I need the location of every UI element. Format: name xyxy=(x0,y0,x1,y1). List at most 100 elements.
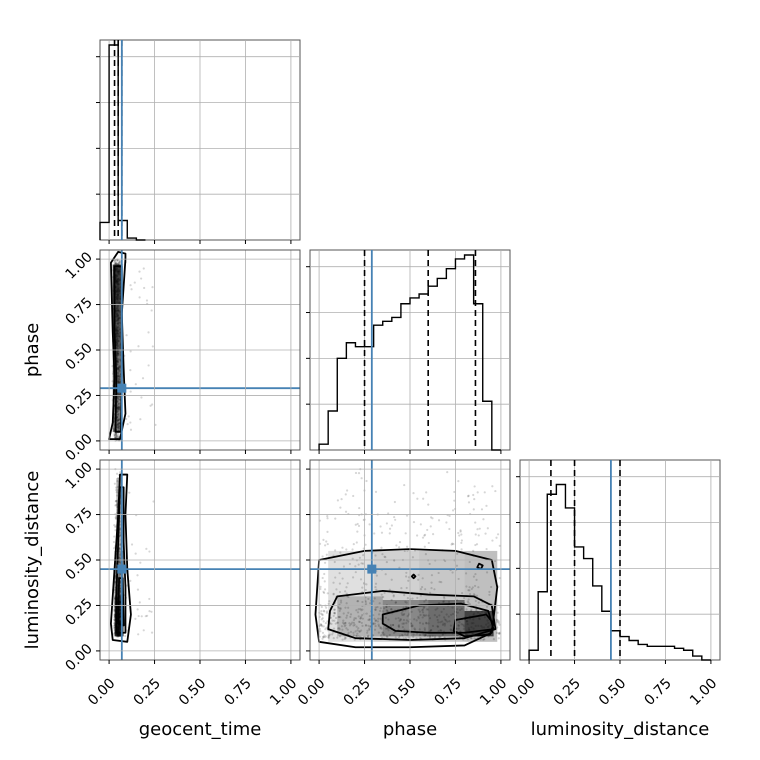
panel-phase-vs-geocent-time-sample-626 xyxy=(117,339,120,342)
panel-luminosity-distance-vs-phase-sample-170 xyxy=(357,627,360,630)
panel-luminosity-distance-vs-phase-sample-705 xyxy=(352,621,356,624)
panel-luminosity-distance-vs-phase-sample-714 xyxy=(355,634,358,637)
panel-luminosity-distance-vs-phase-sample-154 xyxy=(442,622,445,625)
panel-phase-vs-geocent-time-sample-197 xyxy=(117,316,120,319)
panel-phase-vs-geocent-time-sample-773 xyxy=(116,424,119,427)
panel-luminosity-distance-vs-phase-sample-191 xyxy=(443,597,446,600)
panel-phase-vs-geocent-time-sample-769 xyxy=(118,292,122,295)
panel-phase-vs-geocent-time-sample-232 xyxy=(118,418,121,422)
panel-luminosity-distance-vs-phase-sample-445 xyxy=(434,608,437,611)
panel-phase-vs-geocent-time-sample-370 xyxy=(115,279,119,282)
panel-luminosity-distance-vs-phase-sample-635 xyxy=(440,581,443,584)
panel-phase-vs-geocent-time-sample-416 xyxy=(117,410,120,413)
panel-phase-vs-geocent-time-sample-600 xyxy=(117,426,120,430)
panel-luminosity-distance-vs-phase-sample-838 xyxy=(358,506,361,510)
panel-luminosity-distance-vs-phase-sample-127 xyxy=(444,619,448,622)
panel-phase-vs-geocent-time-sample-791 xyxy=(117,352,120,355)
panel-luminosity-distance-vs-phase-sample-484 xyxy=(401,622,404,625)
panel-phase-vs-geocent-time-sample-41 xyxy=(116,294,120,297)
panel-luminosity-distance-vs-geocent-time-sample-378 xyxy=(113,616,116,619)
panel-luminosity-distance-vs-phase-sample-870 xyxy=(332,614,335,617)
panel-luminosity-distance-vs-phase-sample-80 xyxy=(486,527,489,530)
panel-luminosity-distance-vs-phase-sample-840 xyxy=(405,571,408,574)
panel-luminosity-distance-vs-phase-sample-582 xyxy=(479,612,482,616)
panel-luminosity-distance-vs-phase-sample-353 xyxy=(360,562,363,565)
panel-phase-vs-geocent-time-sample-238 xyxy=(117,270,120,273)
panel-phase-vs-geocent-time-sample-122 xyxy=(115,432,118,436)
panel-luminosity-distance-vs-phase-sample-896 xyxy=(351,557,354,560)
panel-luminosity-distance-vs-phase-sample-691 xyxy=(401,613,404,617)
panel-luminosity-distance-vs-phase-sample-158 xyxy=(489,623,492,627)
panel-luminosity-distance-vs-phase-sample-175 xyxy=(344,510,348,513)
panel-luminosity-distance-vs-phase-sample-699 xyxy=(339,506,342,509)
panel-phase-vs-geocent-time-sample-18 xyxy=(117,315,120,318)
panel-phase-vs-geocent-time-sample-577 xyxy=(116,279,119,282)
panel-phase-vs-geocent-time-sample-601 xyxy=(117,358,120,361)
panel-luminosity-distance-vs-phase-sample-652 xyxy=(381,631,385,634)
panel-luminosity-distance-vs-phase-sample-430 xyxy=(320,625,324,628)
panel-phase-vs-geocent-time-sample-413 xyxy=(116,314,119,318)
panel-luminosity-distance-vs-phase-sample-232 xyxy=(441,620,444,623)
panel-phase-vs-geocent-time-sample-246 xyxy=(117,374,120,377)
panel-luminosity-distance-vs-geocent-time-sample-185 xyxy=(124,634,127,638)
panel-luminosity-distance-vs-phase-sample-558 xyxy=(333,608,336,611)
panel-luminosity-distance-vs-phase-sample-110 xyxy=(438,635,441,638)
panel-luminosity-distance-vs-phase-sample-446 xyxy=(456,611,459,614)
panel-luminosity-distance-vs-phase-sample-157 xyxy=(323,634,326,637)
panel-luminosity-distance-vs-phase-sample-176 xyxy=(381,631,384,634)
panel-luminosity-distance-vs-phase-sample-622 xyxy=(477,601,480,604)
panel-luminosity-distance-vs-phase-sample-480 xyxy=(425,608,428,611)
panel-luminosity-distance-vs-phase-plot-area xyxy=(310,460,510,660)
panel-luminosity-distance-vs-phase-sample-11 xyxy=(497,621,500,625)
panel-luminosity-distance-vs-phase-sample-244 xyxy=(331,633,334,636)
panel-luminosity-distance-vs-phase-sample-136 xyxy=(361,586,364,589)
panel-luminosity-distance-vs-phase-sample-84 xyxy=(472,612,476,615)
panel-phase-vs-geocent-time-sample-692 xyxy=(117,345,120,348)
panel-phase-vs-geocent-time-sample-658 xyxy=(118,381,121,384)
panel-phase-vs-geocent-time-sample-360 xyxy=(119,277,122,280)
panel-phase-vs-geocent-time-sample-341 xyxy=(114,262,117,266)
panel-luminosity-distance-vs-geocent-time-truth-marker xyxy=(117,564,127,574)
panel-luminosity-distance-vs-geocent-time-sample-28 xyxy=(115,634,118,637)
panel-luminosity-distance-vs-phase-sample-88 xyxy=(403,628,406,631)
panel-luminosity-distance-vs-phase-sample-533 xyxy=(344,621,347,625)
panel-luminosity-distance-vs-phase-sample-403 xyxy=(472,618,475,621)
panel-phase-vs-geocent-time-sample-366 xyxy=(116,283,119,286)
panel-luminosity-distance-vs-phase-sample-757 xyxy=(351,576,355,579)
panel-luminosity-distance-vs-geocent-time-sample-65 xyxy=(134,552,137,555)
panel-luminosity-distance-vs-phase-sample-32 xyxy=(320,623,323,627)
panel-luminosity-distance-vs-phase-sample-502 xyxy=(480,610,484,613)
panel-phase-vs-geocent-time-sample-324 xyxy=(115,261,118,265)
panel-luminosity-distance-vs-phase-sample-767 xyxy=(400,587,403,590)
panel-luminosity-distance-vs-phase-sample-587 xyxy=(442,600,445,603)
panel-luminosity-distance-vs-phase-sample-141 xyxy=(410,622,413,626)
panel-phase-vs-geocent-time-sample-579 xyxy=(116,396,119,399)
panel-phase-vs-geocent-time-sample-841 xyxy=(119,331,122,334)
panel-phase-vs-geocent-time-sample-734 xyxy=(115,278,118,281)
panel-luminosity-distance-vs-phase-sample-800 xyxy=(411,597,414,600)
panel-phase-vs-geocent-time-sample-124 xyxy=(111,365,114,368)
panel-phase-vs-geocent-time-sample-251 xyxy=(115,346,118,349)
panel-luminosity-distance-vs-phase-sample-133 xyxy=(349,615,352,619)
panel-luminosity-distance-vs-phase-sample-565 xyxy=(320,610,323,613)
panel-phase-vs-geocent-time-sample-532 xyxy=(119,337,122,340)
panel-luminosity-distance-vs-phase-sample-329 xyxy=(427,608,430,611)
panel-phase-vs-geocent-time-sample-678 xyxy=(129,284,132,287)
panel-phase-vs-geocent-time-sample-873 xyxy=(116,353,119,357)
panel-luminosity-distance-vs-phase-sample-146 xyxy=(374,619,377,622)
panel-phase-vs-geocent-time-sample-42 xyxy=(116,263,119,266)
panel-luminosity-distance-vs-phase-sample-197 xyxy=(379,626,382,629)
panel-luminosity-distance-vs-phase-sample-316 xyxy=(421,608,425,611)
panel-luminosity-distance-vs-phase-sample-468 xyxy=(333,619,336,622)
panel-luminosity-distance-vs-phase-sample-583 xyxy=(321,555,324,558)
panel-luminosity-distance-vs-geocent-time-sample-607 xyxy=(113,622,116,625)
panel-luminosity-distance-vs-phase-sample-227 xyxy=(334,616,338,620)
panel-phase-vs-geocent-time-sample-213 xyxy=(117,378,121,381)
panel-luminosity-distance-vs-geocent-time-sample-319 xyxy=(129,579,132,582)
panel-phase-vs-geocent-time-sample-484 xyxy=(116,314,119,317)
panel-luminosity-distance-vs-phase-sample-373 xyxy=(355,541,358,544)
panel-luminosity-distance-vs-geocent-time-sample-638 xyxy=(115,635,118,638)
panel-luminosity-distance-vs-phase-sample-666 xyxy=(394,601,398,604)
panel-luminosity-distance-vs-phase-sample-552 xyxy=(348,622,351,625)
panel-phase-vs-geocent-time-sample-146 xyxy=(116,311,119,314)
